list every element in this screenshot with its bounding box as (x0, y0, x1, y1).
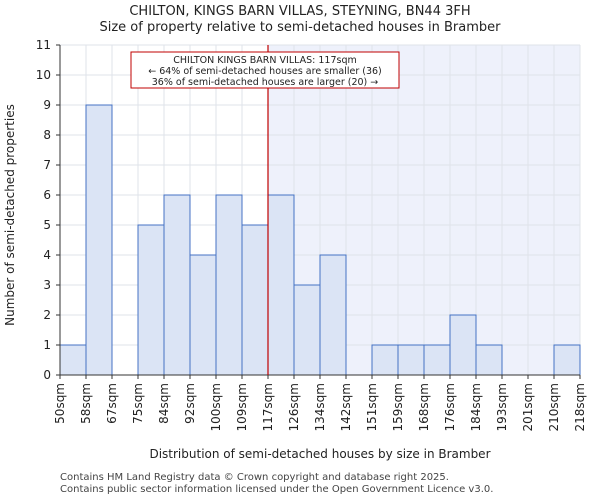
bar (163, 194, 191, 376)
x-tick-label: 126sqm (287, 383, 301, 431)
annotation-line-3: 36% of semi-detached houses are larger (… (152, 77, 379, 88)
x-axis-label: Distribution of semi-detached houses by … (149, 447, 490, 461)
footer-line-2: Contains public sector information licen… (60, 484, 494, 495)
x-tick-label: 117sqm (261, 383, 275, 431)
x-tick-label: 109sqm (235, 383, 249, 431)
y-axis-label: Number of semi-detached properties (3, 104, 17, 326)
bar (189, 254, 217, 376)
footer-line-1: Contains HM Land Registry data © Crown c… (60, 472, 449, 483)
x-tick-label: 92sqm (183, 383, 197, 424)
x-tick-label: 176sqm (443, 383, 457, 431)
chart-title: CHILTON, KINGS BARN VILLAS, STEYNING, BN… (129, 4, 471, 19)
x-tick-label: 201sqm (521, 383, 535, 431)
x-tick-label: 193sqm (495, 383, 509, 431)
y-tick-label: 0 (43, 368, 51, 382)
x-tick-label: 67sqm (105, 383, 119, 424)
chart-subtitle: Size of property relative to semi-detach… (99, 20, 501, 35)
bar (475, 344, 503, 376)
y-tick-label: 11 (36, 38, 51, 52)
x-tick-label: 218sqm (573, 383, 587, 431)
bar (397, 344, 425, 376)
bar (319, 254, 347, 376)
bar (241, 224, 269, 376)
bar (215, 194, 243, 376)
y-tick-label: 3 (43, 278, 51, 292)
x-tick-label: 184sqm (469, 383, 483, 431)
y-tick-label: 5 (43, 218, 51, 232)
y-tick-label: 7 (43, 158, 51, 172)
bar (137, 224, 165, 376)
x-tick-label: 50sqm (53, 383, 67, 424)
annotation-box (130, 51, 400, 89)
y-tick-label: 4 (43, 248, 51, 262)
bar (423, 344, 451, 376)
y-tick-label: 6 (43, 188, 51, 202)
bar (449, 314, 477, 376)
x-tick-label: 58sqm (79, 383, 93, 424)
bar (553, 344, 581, 376)
x-tick-label: 168sqm (417, 383, 431, 431)
y-tick-label: 9 (43, 98, 51, 112)
annotation-line-1: CHILTON KINGS BARN VILLAS: 117sqm (173, 55, 356, 66)
y-tick-label: 2 (43, 308, 51, 322)
y-tick-label: 10 (36, 68, 51, 82)
x-tick-label: 75sqm (131, 383, 145, 424)
x-tick-label: 210sqm (547, 383, 561, 431)
bar (59, 344, 87, 376)
x-tick-label: 84sqm (157, 383, 171, 424)
y-tick-label: 8 (43, 128, 51, 142)
x-tick-label: 159sqm (391, 383, 405, 431)
annotation-line-2: ← 64% of semi-detached houses are smalle… (148, 66, 382, 77)
x-tick-label: 151sqm (365, 383, 379, 431)
bar (371, 344, 399, 376)
y-tick-label: 1 (43, 338, 51, 352)
bar (85, 104, 113, 376)
bar (293, 284, 321, 376)
x-tick-label: 100sqm (209, 383, 223, 431)
x-tick-label: 142sqm (339, 383, 353, 431)
bar (267, 194, 295, 376)
x-tick-label: 134sqm (313, 383, 327, 431)
